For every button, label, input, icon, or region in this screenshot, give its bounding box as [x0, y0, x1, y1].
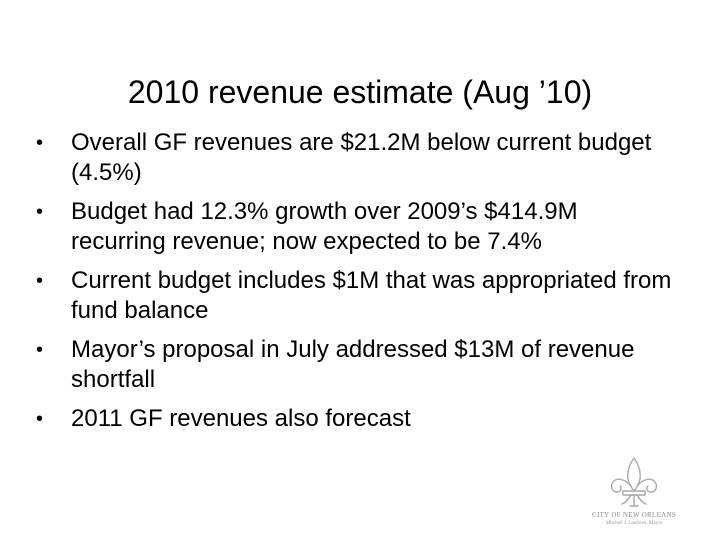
logo-text-mayor: Mitchell J. Landrieu, Mayor	[605, 521, 663, 526]
bullet-text: 2011 GF revenues also forecast	[71, 405, 411, 432]
bullet-item: • Budget had 12.3% growth over 2009’s $4…	[36, 197, 676, 257]
bullet-icon: •	[36, 339, 44, 361]
bullet-icon: •	[36, 270, 44, 292]
bullet-icon: •	[36, 408, 44, 430]
bullet-item: • Mayor’s proposal in July addressed $13…	[36, 335, 676, 395]
city-logo: CITY OF NEW ORLEANS Mitchell J. Landrieu…	[592, 455, 676, 530]
bullet-icon: •	[36, 201, 44, 223]
fleur-de-lis-icon	[610, 457, 658, 507]
bullet-list: • Overall GF revenues are $21.2M below c…	[36, 128, 676, 443]
bullet-item: • Current budget includes $1M that was a…	[36, 266, 676, 326]
slide-title: 2010 revenue estimate (Aug ’10)	[127, 74, 593, 110]
bullet-text: Budget had 12.3% growth over 2009’s $414…	[71, 198, 578, 255]
bullet-text: Overall GF revenues are $21.2M below cur…	[71, 129, 652, 186]
bullet-icon: •	[36, 132, 44, 154]
bullet-item: • 2011 GF revenues also forecast	[36, 404, 676, 434]
bullet-text: Mayor’s proposal in July addressed $13M …	[71, 336, 635, 393]
bullet-item: • Overall GF revenues are $21.2M below c…	[36, 128, 676, 188]
bullet-text: Current budget includes $1M that was app…	[71, 267, 672, 324]
logo-text-city: CITY OF NEW ORLEANS	[592, 511, 677, 519]
